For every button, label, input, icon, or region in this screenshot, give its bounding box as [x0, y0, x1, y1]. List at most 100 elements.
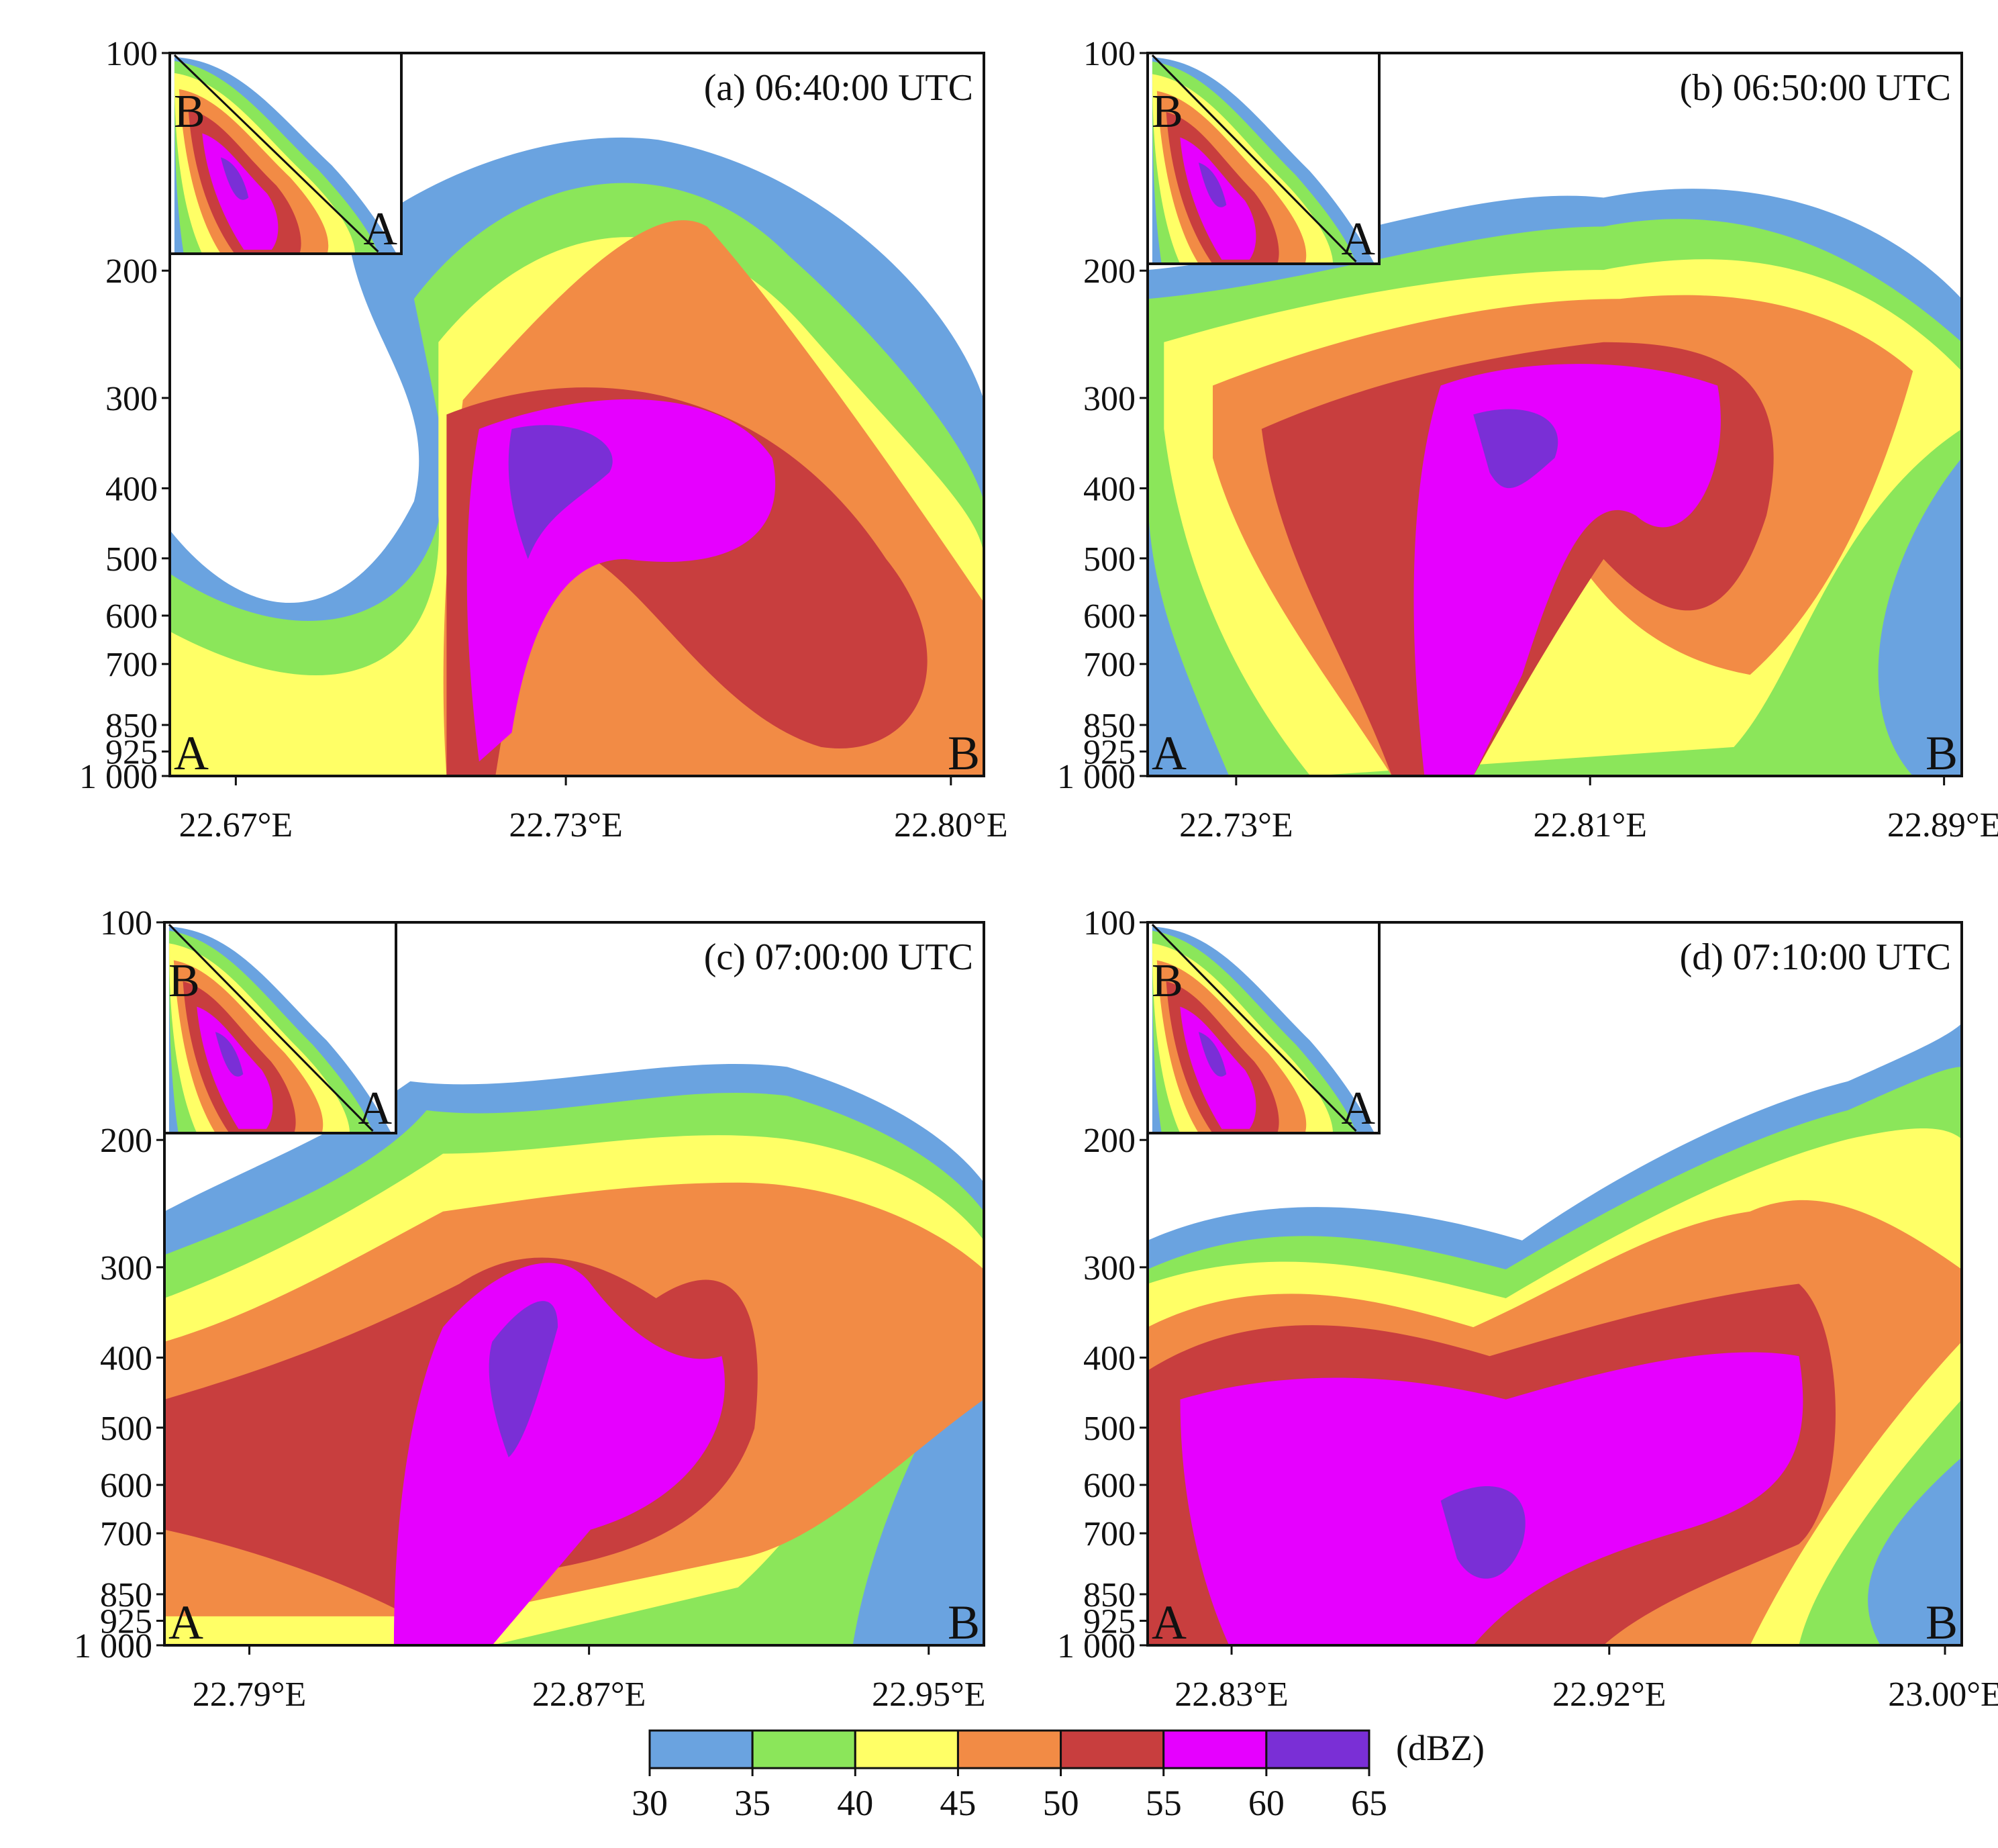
inset-contour-60-65-dbz	[1198, 162, 1227, 207]
y-tick-label: 500	[1083, 540, 1136, 579]
y-tick-label: 100	[1083, 35, 1136, 73]
y-tick-label: 300	[1083, 1249, 1136, 1287]
y-tick-label: 400	[105, 470, 158, 508]
colorbar-segment-35-40	[751, 1729, 856, 1769]
section-end-label-a: A	[168, 1596, 203, 1649]
x-tick-label: 22.87°E	[532, 1675, 646, 1714]
panel-title: (b) 06:50:00 UTC	[1680, 67, 1951, 109]
inset-frame	[1146, 921, 1381, 1134]
y-tick-label: 300	[105, 380, 158, 418]
colorbar-tick-label: 40	[837, 1783, 873, 1823]
colorbar-segment-50-55	[1060, 1729, 1165, 1769]
inset-label-a: A	[358, 1083, 392, 1134]
y-tick-label: 400	[1083, 470, 1136, 508]
y-tick-label: 100	[100, 904, 152, 942]
x-tick-label: 22.79°E	[193, 1675, 307, 1714]
x-tick-label: 22.73°E	[509, 806, 623, 844]
inset-label-b: B	[168, 955, 200, 1007]
y-tick-label: 600	[105, 597, 158, 636]
x-tick-label: 22.95°E	[872, 1675, 986, 1714]
y-tick-label: 925	[1083, 734, 1136, 772]
y-tick-label: 200	[1083, 1122, 1136, 1160]
y-tick-label: 200	[100, 1122, 152, 1160]
colorbar: 30 35 40 45 50 55 60 65(dBZ)	[632, 1728, 1485, 1823]
section-end-label-b: B	[1926, 1596, 1958, 1649]
inset-contour-60-65-dbz	[220, 157, 249, 200]
contour-60-65-dbz	[1440, 1486, 1526, 1579]
x-tick-label: 22.81°E	[1533, 806, 1647, 844]
contour-60-65-dbz	[489, 1301, 558, 1457]
colorbar-tick-label: 60	[1248, 1783, 1285, 1823]
colorbar-tick-label: 65	[1351, 1783, 1387, 1823]
x-tick-label: 22.73°E	[1179, 806, 1293, 844]
inset-map: BA	[1146, 921, 1381, 1134]
inset-frame	[163, 921, 397, 1134]
inset-map: BA	[168, 52, 403, 255]
reflectivity-field	[170, 137, 984, 776]
colorbar-tick-label: 30	[632, 1783, 668, 1823]
section-line	[1151, 54, 1357, 262]
y-tick-label: 100	[1083, 904, 1136, 942]
y-tick-label: 925	[100, 1603, 152, 1641]
y-tick-label: 850	[1083, 1576, 1136, 1614]
inset-label-a: A	[363, 203, 397, 255]
section-end-label-b: B	[1926, 726, 1958, 780]
reflectivity-field	[1148, 189, 1962, 776]
x-tick-label: 22.67°E	[179, 806, 293, 844]
colorbar-tick-label: 50	[1043, 1783, 1079, 1823]
inset-frame	[1146, 52, 1381, 265]
y-tick-label: 1 000	[74, 1627, 152, 1665]
section-end-label-b: B	[948, 1596, 980, 1649]
y-tick-label: 500	[100, 1410, 152, 1448]
plot-frame	[1146, 921, 1963, 1647]
y-tick-label: 925	[1083, 1603, 1136, 1641]
section-end-label-b: B	[948, 726, 980, 780]
x-tick-label: 22.89°E	[1887, 806, 1998, 844]
colorbar-tick-label: 45	[940, 1783, 976, 1823]
inset-label-a: A	[1341, 1083, 1375, 1134]
y-tick-label: 700	[105, 646, 158, 684]
y-tick-label: 1 000	[1057, 758, 1136, 796]
y-tick-label: 200	[105, 252, 158, 291]
y-tick-label: 850	[100, 1576, 152, 1614]
y-tick-label: 850	[1083, 707, 1136, 745]
panel-title: (a) 06:40:00 UTC	[704, 67, 973, 109]
colorbar-segment-30-35	[648, 1729, 754, 1769]
inset-contour-60-65-dbz	[1198, 1032, 1227, 1077]
y-tick-label: 925	[105, 734, 158, 772]
y-tick-label: 200	[1083, 252, 1136, 291]
section-end-label-a: A	[1152, 726, 1187, 780]
inset-frame	[168, 52, 403, 255]
inset-map: BA	[1146, 52, 1381, 265]
y-tick-label: 500	[1083, 1410, 1136, 1448]
colorbar-segment-40-45	[854, 1729, 959, 1769]
y-tick-label: 1 000	[1057, 1627, 1136, 1665]
colorbar-tick-label: 35	[734, 1783, 770, 1823]
y-tick-label: 300	[1083, 380, 1136, 418]
section-line	[173, 54, 379, 253]
panel-title: (c) 07:00:00 UTC	[704, 936, 973, 978]
y-tick-label: 400	[100, 1339, 152, 1377]
reflectivity-field	[1148, 1023, 1962, 1645]
colorbar-segment-60-65	[1265, 1729, 1370, 1769]
colorbar-unit: (dBZ)	[1396, 1728, 1485, 1768]
contour-60-65-dbz	[1473, 409, 1558, 489]
x-tick-label: 23.00°E	[1888, 1675, 1998, 1714]
y-tick-label: 600	[1083, 1467, 1136, 1505]
inset-label-b: B	[174, 86, 205, 138]
y-tick-label: 850	[105, 707, 158, 745]
y-tick-label: 300	[100, 1249, 152, 1287]
inset-contour-60-65-dbz	[215, 1032, 244, 1077]
y-tick-label: 400	[1083, 1339, 1136, 1377]
colorbar-tick-label: 55	[1146, 1783, 1182, 1823]
contour-60-65-dbz	[508, 425, 613, 559]
plot-frame	[1146, 52, 1963, 777]
x-tick-label: 22.83°E	[1175, 1675, 1289, 1714]
x-tick-label: 22.80°E	[894, 806, 1008, 844]
contour-55-60-dbz	[393, 1263, 725, 1645]
inset-label-a: A	[1341, 213, 1375, 265]
